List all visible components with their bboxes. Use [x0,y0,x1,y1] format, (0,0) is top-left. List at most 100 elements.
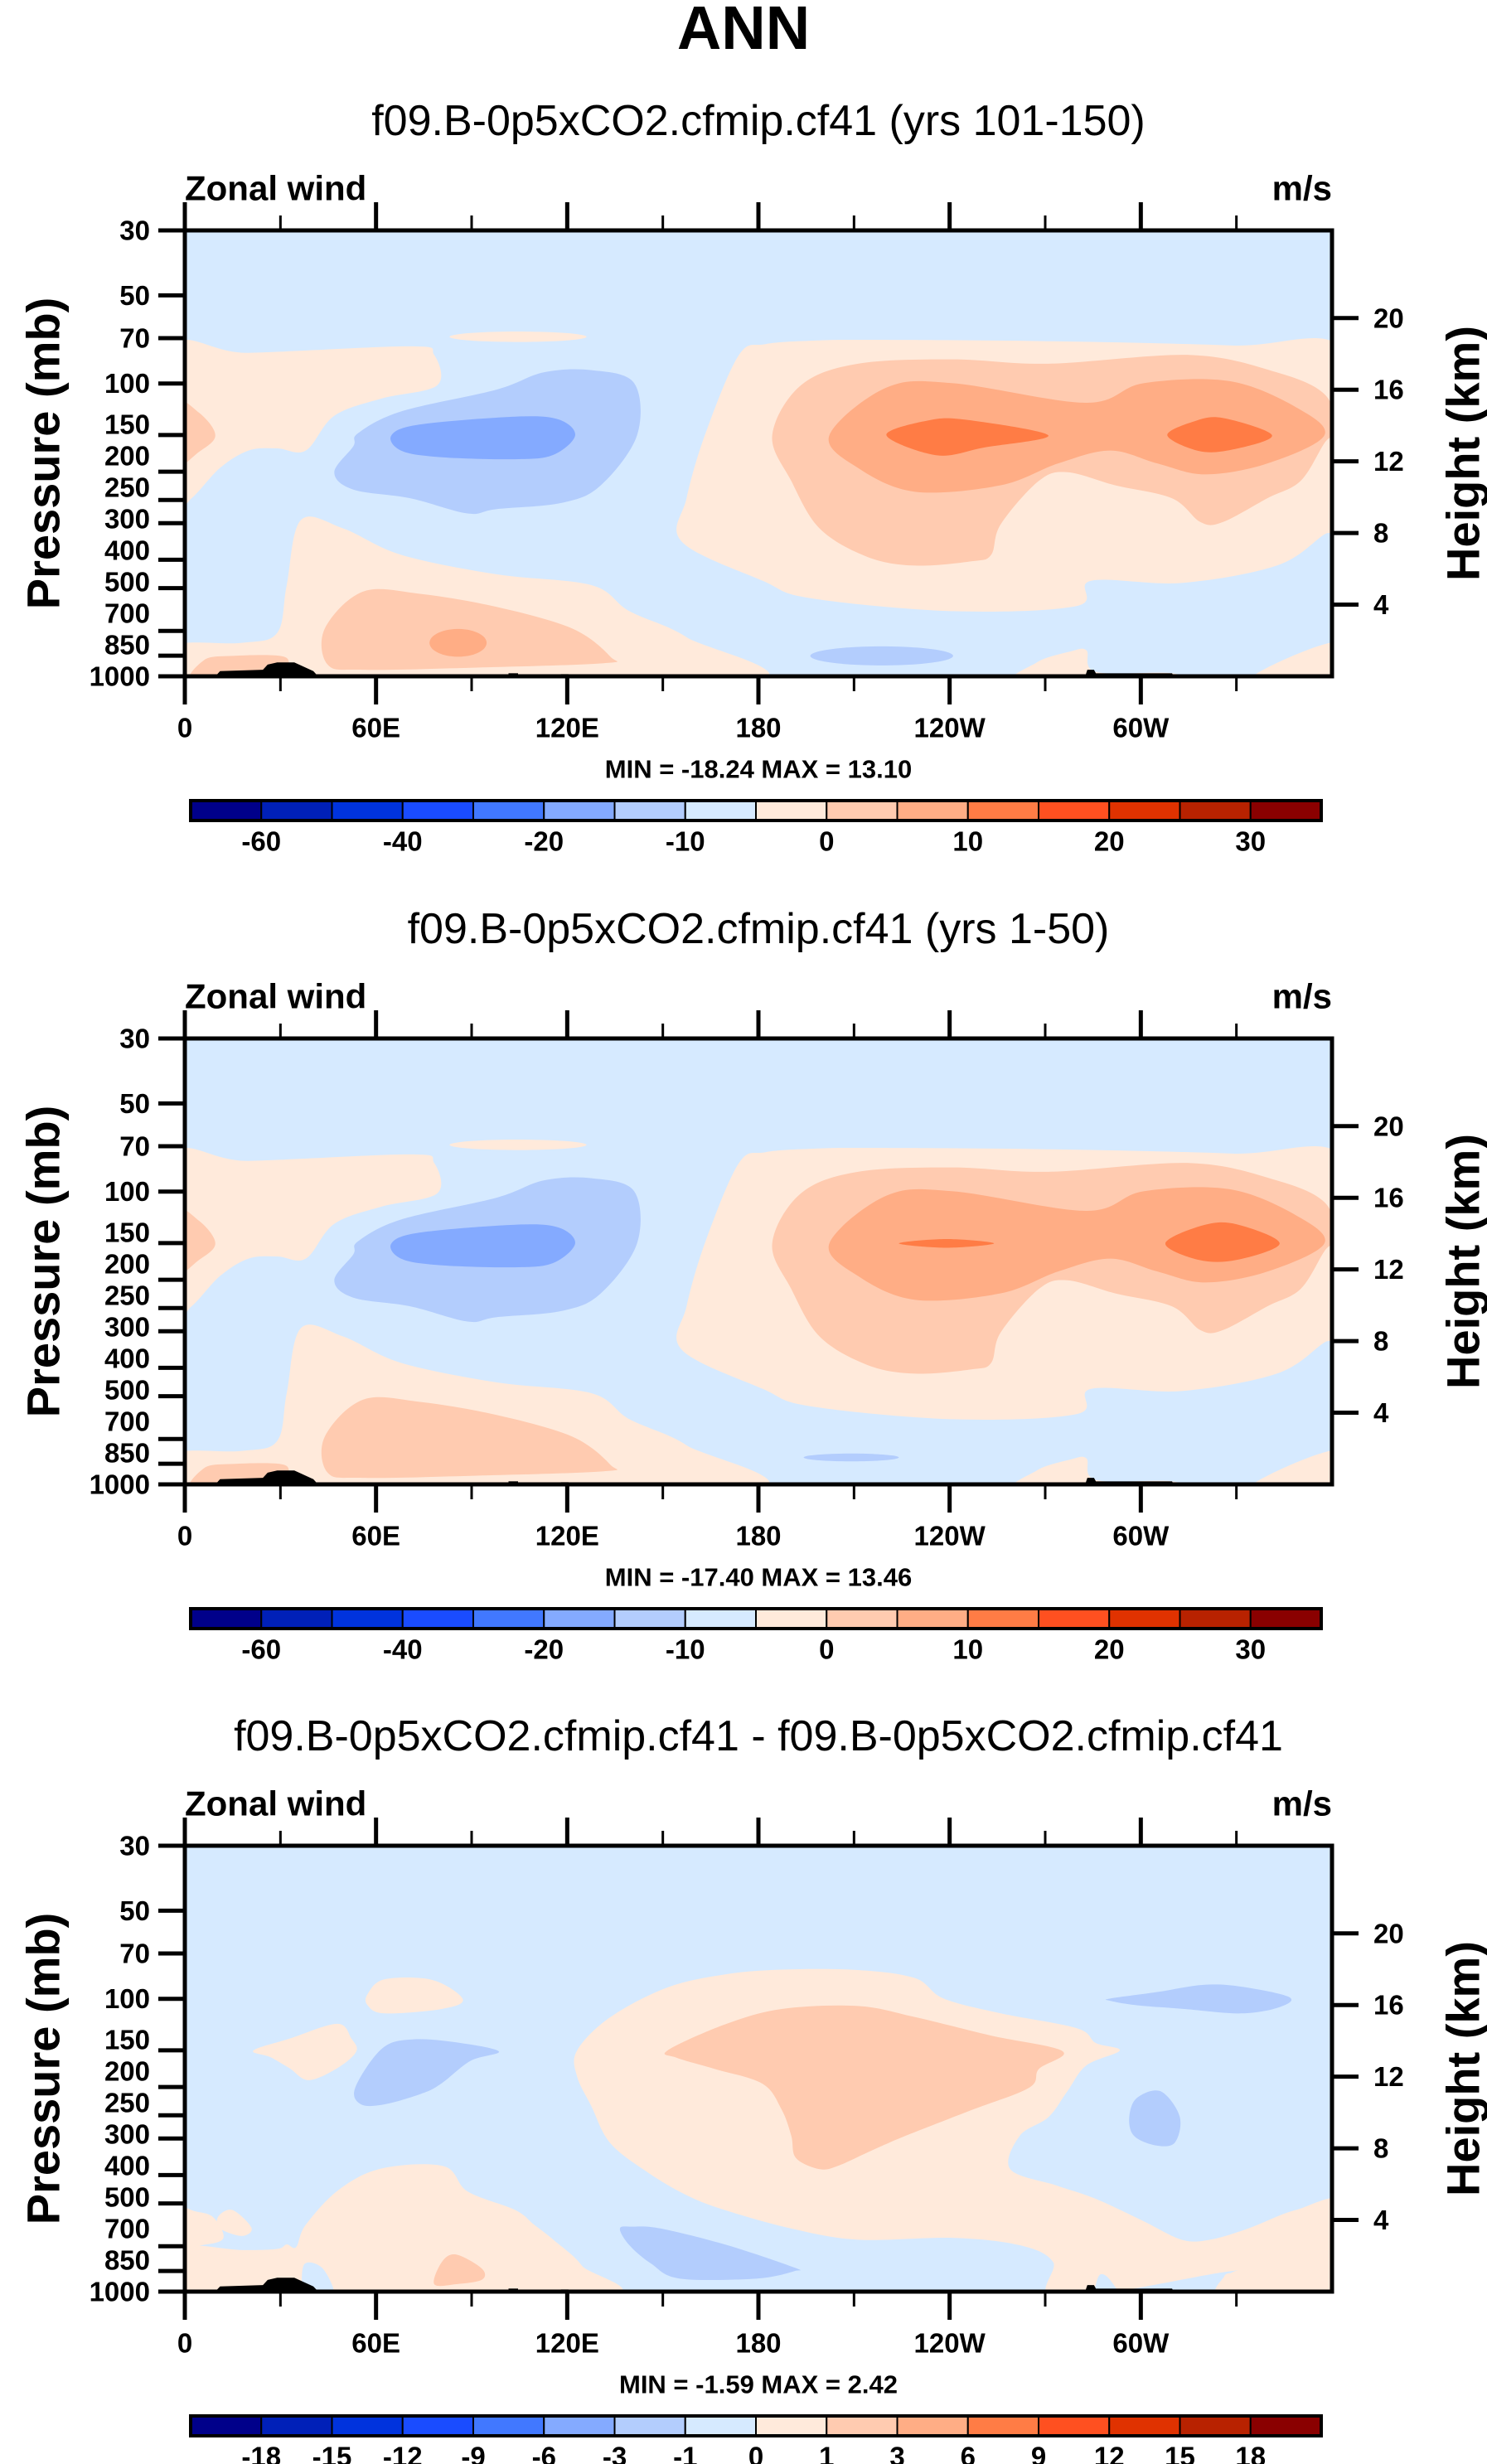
colorbar-label: 30 [1235,1634,1266,1665]
colorbar-label: -1 [673,2442,697,2464]
height-tick-label: 20 [1373,303,1404,333]
colorbar-box [684,2415,757,2437]
contour-fill-region [898,1239,995,1248]
pressure-axis-title: Pressure (mb) [17,1913,70,2225]
colorbar-label: 0 [748,2442,763,2464]
contour-fill-region [1129,2090,1181,2147]
pressure-tick-label: 30 [119,1831,150,1861]
contour-fill-region [1252,1450,1332,1484]
height-tick-label: 16 [1373,1990,1404,2021]
colorbar-label: 12 [1094,2442,1125,2464]
figure-title: ANN [676,0,811,62]
height-tick-label: 16 [1373,1183,1404,1213]
colorbar: -18 -15 -12 -9 -6 -3 -1 0 1 3 6 9 12 15 18 [189,2414,1323,2464]
panel-subtitle: f09.B-0p5xCO2.cfmip.cf41 - f09.B-0p5xCO2… [234,1712,1283,1760]
contour-panel-1: f09.B-0p5xCO2.cfmip.cf41 (yrs 101-150)Zo… [17,97,1487,857]
topography-mask [215,1470,318,1484]
colorbar-label: 0 [819,1634,834,1665]
colorbar-box [966,1608,1039,1629]
colorbar-box [755,800,828,821]
units-string: m/s [1272,169,1332,208]
colorbar-box [543,800,616,821]
height-tick-label: 8 [1373,2133,1388,2164]
colorbar-label: -10 [666,826,705,857]
pressure-tick-label: 30 [119,215,150,246]
colorbar-label: 0 [819,826,834,857]
colorbar-border [189,799,1323,822]
pressure-tick-label: 1000 [90,2277,150,2307]
contour-fill-region [449,332,587,342]
colorbar-label: -10 [666,1634,705,1665]
contour-fill-region [1252,642,1332,676]
colorbar-label: 6 [961,2442,976,2464]
lon-tick-label: 0 [177,713,192,743]
pressure-tick-label: 70 [119,322,150,353]
pressure-tick-label: 300 [104,2119,150,2150]
lon-tick-label: 120E [535,713,599,743]
pressure-tick-label: 700 [104,598,150,629]
contour-fill-region [1013,1456,1187,1484]
colorbar-box [1179,1608,1252,1629]
colorbar-label: -20 [524,826,564,857]
colorbar-box [613,2415,686,2437]
colorbar-box [1108,800,1181,821]
contour-plot-area [185,230,1332,676]
colorbar-label: 10 [952,826,983,857]
colorbar-label: 10 [952,1634,983,1665]
pressure-tick-label: 1000 [90,661,150,692]
contour-fill-region [1013,648,1187,676]
contour-fill-region [185,2164,623,2292]
colorbar-label: -60 [241,1634,281,1665]
contour-fill-region [253,2023,357,2080]
lon-tick-label: 120W [914,1521,986,1551]
contour-panel-3: f09.B-0p5xCO2.cfmip.cf41 - f09.B-0p5xCO2… [17,1712,1487,2464]
contour-fill-region [354,2039,500,2107]
colorbar-box [472,1608,545,1629]
colorbar-label: -12 [383,2442,423,2464]
contour-fill-region [302,2262,335,2292]
lon-tick-label: 180 [735,1521,781,1551]
colorbar-box [543,1608,616,1629]
pressure-tick-label: 30 [119,1024,150,1054]
contour-fill-region [185,340,442,507]
colorbar-label: 3 [889,2442,904,2464]
height-tick-label: 12 [1373,446,1404,477]
lon-tick-label: 0 [177,2328,192,2359]
contour-fill-region [185,1209,216,1272]
contour-fill-region [365,1977,463,2014]
colorbar-label: 30 [1235,826,1266,857]
contour-fill-region [1105,1984,1292,2014]
colorbar-box [966,800,1039,821]
colorbar-label: -18 [241,2442,281,2464]
colorbar-box [401,2415,474,2437]
pressure-tick-label: 200 [104,2056,150,2087]
colorbar-label: 20 [1094,826,1125,857]
colorbar-box [190,1608,263,1629]
colorbar-box [826,800,898,821]
colorbar-box [331,2415,404,2437]
contour-fill-region [828,379,1325,493]
colorbar-box [684,800,757,821]
units-string: m/s [1272,977,1332,1016]
colorbar-box [896,800,969,821]
colorbar-box [755,1608,828,1629]
colorbar-box [1179,800,1252,821]
colorbar-box [1249,800,1322,821]
height-tick-label: 4 [1373,2205,1389,2235]
contour-fill-region [185,1148,442,1315]
colorbar-label: 1 [819,2442,834,2464]
colorbar-label: 15 [1165,2442,1195,2464]
pressure-axis-title: Pressure (mb) [17,298,70,610]
lon-tick-label: 120W [914,2328,986,2359]
pressure-tick-label: 200 [104,441,150,472]
pressure-tick-label: 70 [119,1130,150,1161]
pressure-tick-label: 850 [104,1438,150,1469]
contour-fill-region [619,2226,802,2281]
panel-subtitle: f09.B-0p5xCO2.cfmip.cf41 (yrs 101-150) [371,97,1146,145]
contour-fill-region [185,2207,224,2250]
height-tick-label: 4 [1373,589,1389,620]
contour-fill-region [429,628,487,657]
colorbar-box [896,1608,969,1629]
contour-fill-region [803,1453,899,1462]
left-string: Zonal wind [185,977,366,1016]
